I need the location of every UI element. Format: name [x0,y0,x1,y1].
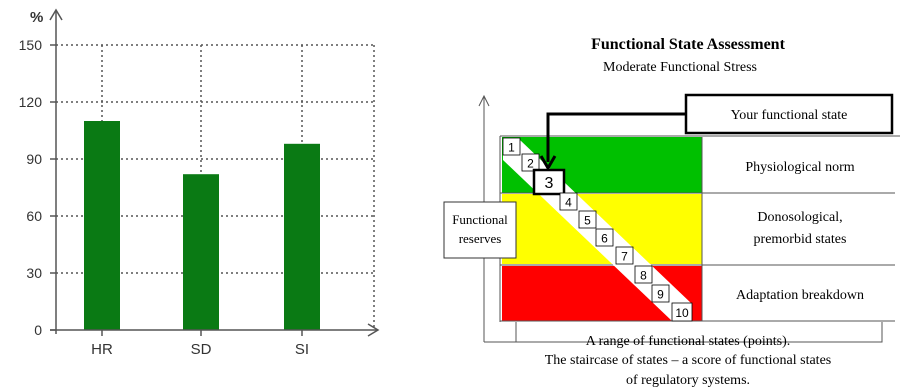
chart-tick-labels: 0 30 60 90 120 150 HR SD SI [19,37,309,358]
assessment-title: Functional State Assessment [591,36,785,53]
reserves-box [443,201,517,259]
y-axis-arrow-icon [49,8,63,21]
step-box [634,265,653,284]
step-box [651,284,670,303]
chart-bars [84,121,320,330]
step-label: 6 [601,232,608,246]
step-box [502,137,521,156]
step-label: 9 [657,288,664,302]
reserves-label-line2: reserves [459,231,502,246]
caption-line-2: The staircase of states – a score of fun… [545,353,832,368]
step-box [532,168,566,196]
y-tick-label: 120 [19,94,43,110]
x-axis-arrow-icon [367,323,380,337]
bar-hr [84,121,120,330]
y-tick-label: 150 [19,37,43,53]
step-label: 3 [545,175,554,192]
step-label: 5 [584,214,591,228]
step-box [559,192,578,211]
zone-donosological-label-line2: premorbid states [754,232,847,247]
x-tick-label: HR [91,341,113,358]
step-label: 8 [640,269,647,283]
zone-donosological-label-line1: Donosological, [757,210,842,225]
step-label: 10 [675,306,689,320]
step-box [521,153,540,172]
zone-norm-label: Physiological norm [745,160,854,175]
y-tick-label: 90 [26,151,42,167]
your-state-box [684,93,894,135]
your-state-label: Your functional state [731,108,848,123]
step-box [671,302,693,322]
assessment-subtitle: Moderate Functional Stress [603,60,757,75]
reserves-label-line1: Functional [452,212,508,227]
y-unit-label: % [30,9,43,26]
caption-line-3: of regulatory systems. [626,373,750,388]
chart-grid [56,44,375,330]
y-tick-label: 60 [26,208,42,224]
step-label: 7 [621,250,628,264]
x-tick-label: SD [191,341,212,358]
zone-breakdown-label: Adaptation breakdown [736,288,864,303]
pointer-arrow-icon [539,155,557,171]
y-tick-label: 30 [26,265,42,281]
bar-sd [183,174,219,330]
step-box [578,210,597,229]
caption-line-1: A range of functional states (points). [586,334,791,349]
step-label: 2 [527,157,534,171]
step-label: 1 [508,141,515,155]
x-tick-label: SI [295,341,309,358]
step-box [615,246,634,265]
step-box [595,228,614,247]
step-label: 4 [565,196,572,210]
y-tick-label: 0 [34,322,42,338]
range-bracket [515,322,883,343]
staircase-y-axis-arrow-icon [478,94,490,107]
your-state-pointer-line [546,112,686,162]
bar-si [284,143,320,330]
